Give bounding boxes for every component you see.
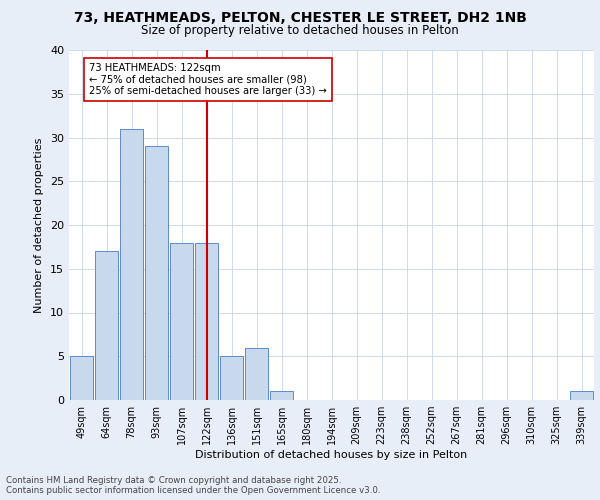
Text: Contains HM Land Registry data © Crown copyright and database right 2025.
Contai: Contains HM Land Registry data © Crown c… (6, 476, 380, 495)
Bar (195, 242, 218, 400)
Bar (570, 391, 593, 400)
Y-axis label: Number of detached properties: Number of detached properties (34, 138, 44, 312)
Bar (245, 348, 268, 400)
Bar (170, 242, 193, 400)
Text: 73 HEATHMEADS: 122sqm
← 75% of detached houses are smaller (98)
25% of semi-deta: 73 HEATHMEADS: 122sqm ← 75% of detached … (89, 63, 327, 96)
Bar (270, 391, 293, 400)
Text: Size of property relative to detached houses in Pelton: Size of property relative to detached ho… (141, 24, 459, 37)
Bar (95, 252, 118, 400)
Bar (145, 146, 168, 400)
Bar (120, 129, 143, 400)
Bar (70, 356, 93, 400)
X-axis label: Distribution of detached houses by size in Pelton: Distribution of detached houses by size … (196, 450, 467, 460)
Bar (220, 356, 243, 400)
Text: 73, HEATHMEADS, PELTON, CHESTER LE STREET, DH2 1NB: 73, HEATHMEADS, PELTON, CHESTER LE STREE… (74, 11, 526, 25)
